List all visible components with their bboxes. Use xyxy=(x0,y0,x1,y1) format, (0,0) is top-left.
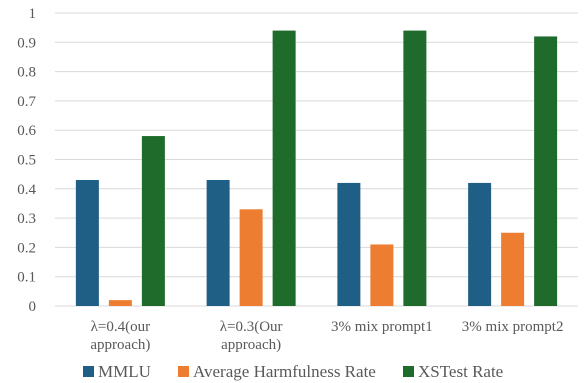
bar-mmlu xyxy=(206,180,230,306)
y-tick-label: 0.4 xyxy=(17,182,36,198)
gridlines xyxy=(55,12,578,307)
x-axis-categories: λ=0.4(our approach) λ=0.3(Our approach) 3% m… xyxy=(90,319,563,353)
x-category-label: λ=0.4(our approach) xyxy=(90,319,150,353)
bar-xstest-rate xyxy=(272,30,296,307)
y-tick-label: 0.6 xyxy=(17,123,36,139)
bars xyxy=(75,30,558,307)
y-tick-label: 0.8 xyxy=(17,65,36,81)
bar-average-harmfulness-rate xyxy=(370,244,394,306)
legend-label: XSTest Rate xyxy=(418,362,503,381)
y-tick-label: 0.9 xyxy=(17,35,36,51)
y-tick-label: 0.7 xyxy=(17,94,36,110)
legend-label: Average Harmfulness Rate xyxy=(193,362,376,381)
y-tick-label: 0.1 xyxy=(17,270,36,286)
y-tick-label: 0 xyxy=(29,299,37,315)
legend-swatch xyxy=(178,366,189,377)
legend-swatch xyxy=(83,366,94,377)
y-tick-label: 0.5 xyxy=(17,153,36,169)
legend-swatch xyxy=(403,366,414,377)
x-category-label: λ=0.3(Our approach) xyxy=(220,319,283,353)
x-category-label: 3% mix prompt1 xyxy=(331,319,433,335)
y-axis-ticks: 0 0.1 0.2 0.3 0.4 0.5 0.6 0.7 0.8 0.9 1 xyxy=(17,6,36,315)
legend-label: MMLU xyxy=(98,362,151,381)
y-tick-label: 1 xyxy=(29,6,37,22)
bar-mmlu xyxy=(75,180,99,306)
bar-xstest-rate xyxy=(403,30,427,307)
bar-average-harmfulness-rate xyxy=(239,209,263,306)
x-category-label: 3% mix prompt2 xyxy=(462,319,564,335)
bar-xstest-rate xyxy=(534,36,558,306)
bar-average-harmfulness-rate xyxy=(501,232,525,306)
bar-mmlu xyxy=(337,182,361,306)
y-tick-label: 0.2 xyxy=(17,240,36,256)
bar-average-harmfulness-rate xyxy=(108,300,132,306)
bar-mmlu xyxy=(468,182,492,306)
bar-xstest-rate xyxy=(141,136,165,306)
y-tick-label: 0.3 xyxy=(17,211,36,227)
legend: MMLU Average Harmfulness Rate XSTest Rate xyxy=(83,362,503,381)
